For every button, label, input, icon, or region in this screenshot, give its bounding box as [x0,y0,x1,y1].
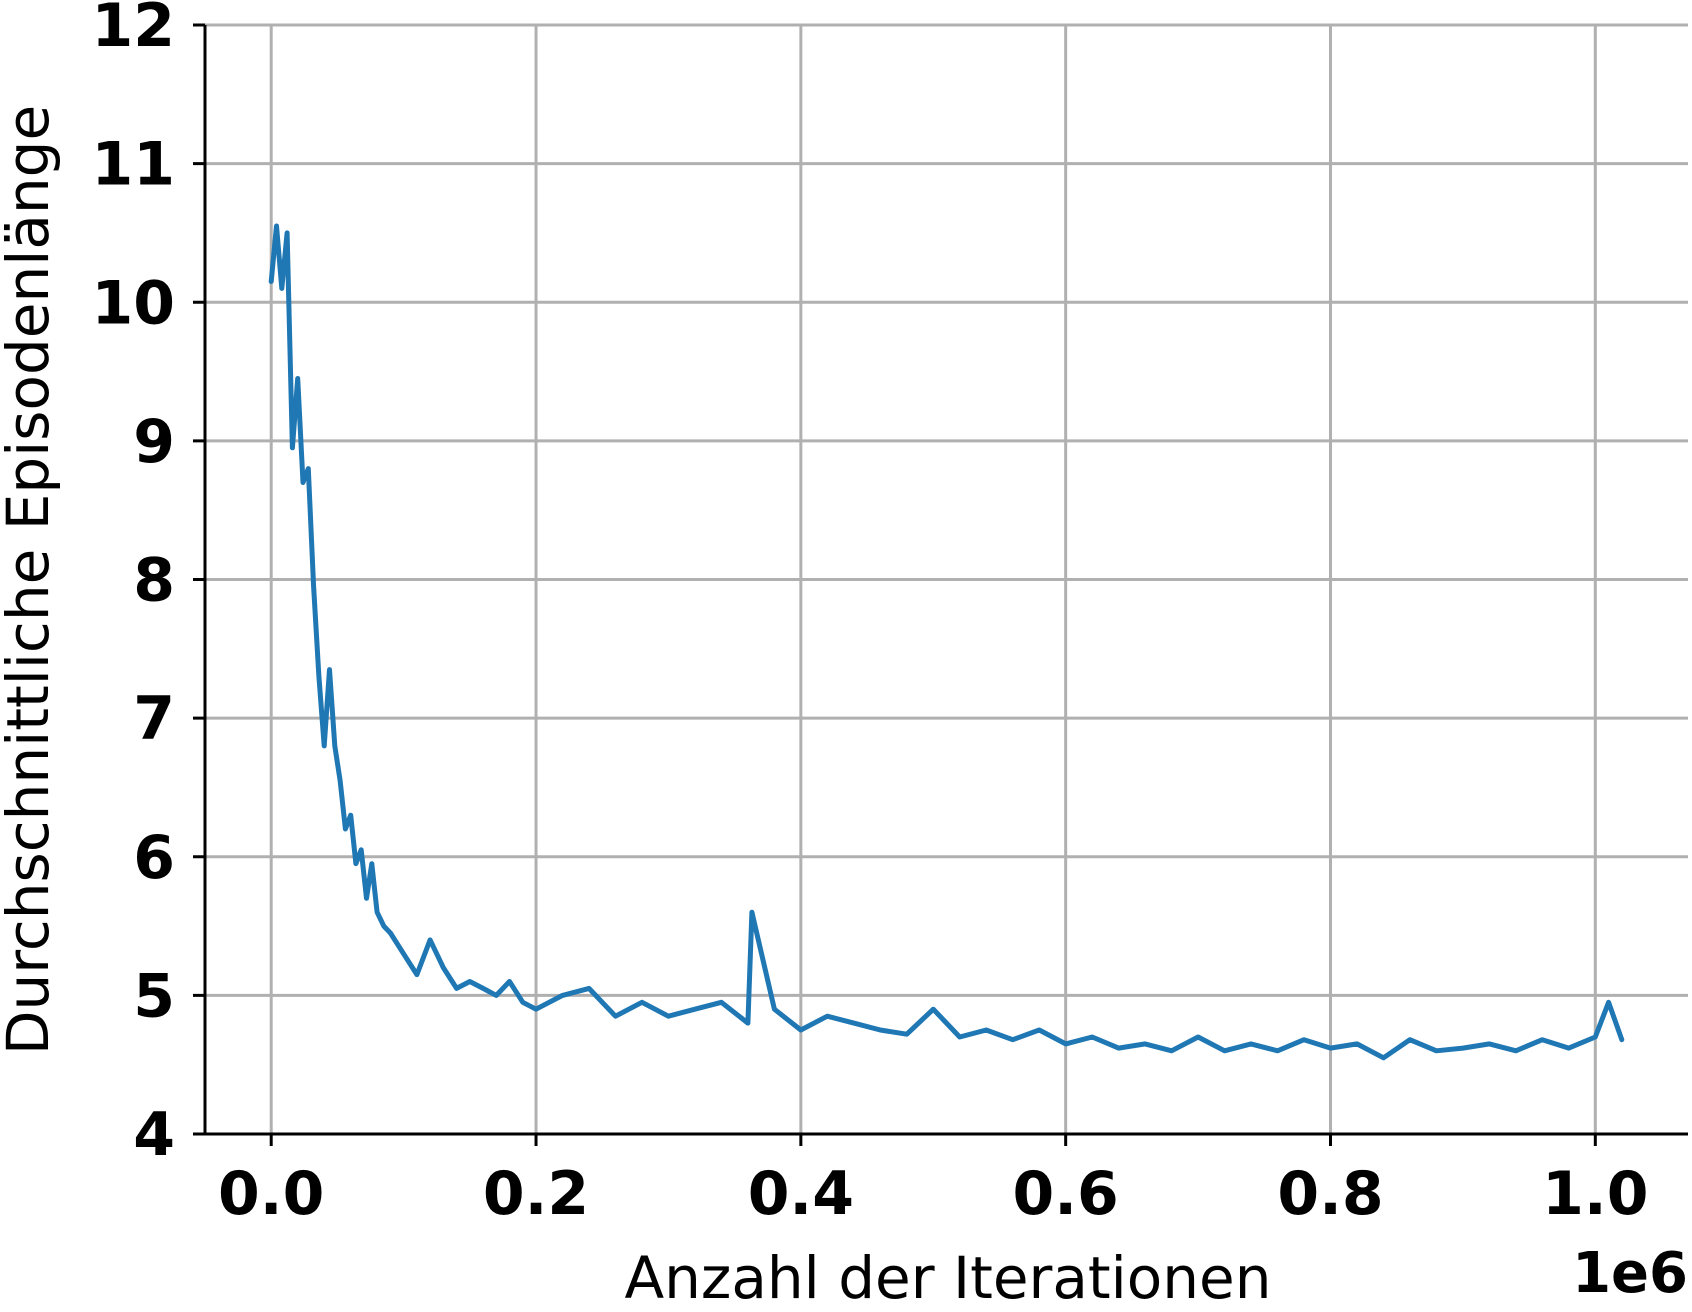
grid-lines [205,23,1688,1136]
x-tick-label: 0.4 [748,1159,854,1229]
y-tick-label: 4 [133,1100,175,1170]
x-tick-label: 1.0 [1542,1159,1648,1229]
y-tick-label: 9 [133,407,175,477]
y-tick-label: 6 [133,823,175,893]
y-tick-label: 10 [92,268,176,338]
x-tick-label: 0.0 [218,1159,324,1229]
series-lines [268,223,1625,1061]
x-tick-label: 0.8 [1277,1159,1383,1229]
y-tick-label: 8 [133,546,175,616]
x-axis-offset-label: 1e6 [1572,1241,1688,1306]
series-line [268,223,1625,1061]
y-tick-label: 12 [92,0,176,61]
x-tick-label: 0.6 [1013,1159,1119,1229]
axis-ticks: 0.0 0.2 0.4 0.6 0.8 1.0 4 5 6 7 8 9 10 11 12 [92,0,1649,1229]
y-tick-label: 5 [133,961,175,1031]
x-axis-label: Anzahl der Iterationen [625,1244,1272,1312]
y-axis-label: Durchschnittliche Episodenlänge [0,105,62,1055]
y-tick-label: 11 [92,130,176,200]
y-tick-label: 7 [133,684,175,754]
x-tick-label: 0.2 [483,1159,589,1229]
